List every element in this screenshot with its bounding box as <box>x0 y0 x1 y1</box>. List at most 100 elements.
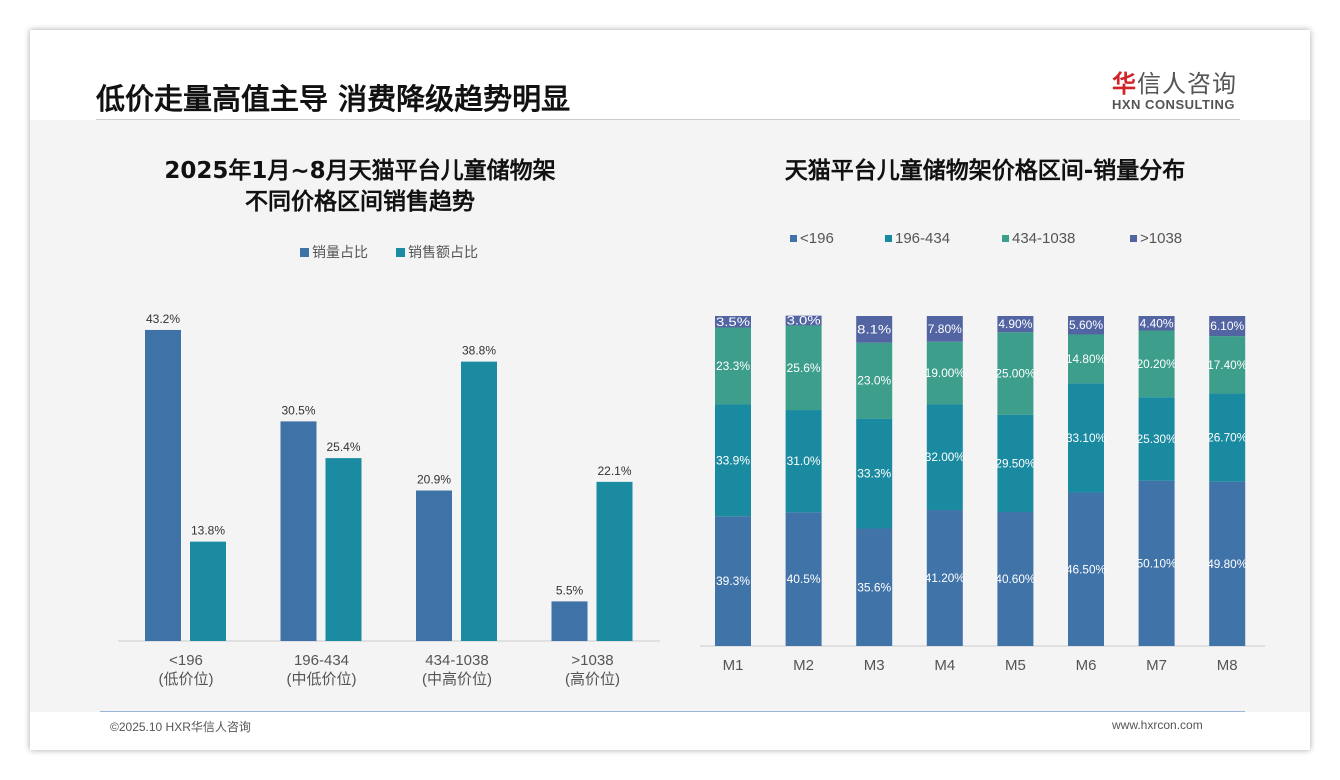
x-tick-label: M2 <box>793 657 814 674</box>
x-tick-label: M4 <box>934 657 955 674</box>
stacked-bar-segment <box>997 512 1034 646</box>
legend-swatch <box>790 235 797 242</box>
stacked-bar-segment <box>1068 492 1104 646</box>
stacked-bar-segment <box>1138 480 1175 646</box>
data-label: 26.70% <box>1207 431 1247 445</box>
bar <box>145 329 181 641</box>
data-label: 23.0% <box>857 374 891 388</box>
data-label: 5.60% <box>1069 318 1103 332</box>
stacked-bar-segment <box>926 510 963 646</box>
website: www.hxrcon.com <box>1112 718 1203 732</box>
x-tick-label: M7 <box>1146 657 1167 674</box>
data-label: 43.2% <box>146 312 180 326</box>
legend-swatch <box>1130 235 1137 242</box>
stacked-bar-segment <box>997 332 1034 415</box>
data-label: 40.5% <box>787 572 821 586</box>
data-label: 3.5% <box>716 315 750 329</box>
legend-label: 销量占比 <box>312 244 368 260</box>
bar <box>596 481 633 641</box>
stacked-bar-segment <box>715 516 751 646</box>
data-label: 39.3% <box>716 574 750 588</box>
legend-swatch <box>300 248 309 257</box>
stacked-bar-segment <box>926 404 963 511</box>
stacked-bar-segment <box>1209 336 1246 394</box>
stacked-bar-segment <box>856 316 893 343</box>
stacked-bar-segment <box>785 315 822 326</box>
data-label: 40.60% <box>995 572 1035 586</box>
x-tick-label: 196-434 <box>294 652 349 669</box>
data-label: 3.0% <box>787 314 821 328</box>
x-tick-label: M8 <box>1217 657 1238 674</box>
data-label: 38.8% <box>462 344 496 358</box>
right-chart-title: 天猫平台儿童储物架价格区间-销量分布 <box>784 158 1186 184</box>
legend-swatch <box>1002 235 1009 242</box>
x-tick-label: M6 <box>1076 657 1097 674</box>
bar <box>280 421 317 641</box>
x-tick-sublabel: (中低价位) <box>287 671 357 688</box>
copyright: ©2025.10 HXR华信人咨询 <box>110 720 251 734</box>
data-label: 7.80% <box>928 322 962 336</box>
stacked-bar-segment <box>856 528 893 646</box>
stacked-bar-segment <box>1138 316 1175 331</box>
data-label: 33.10% <box>1066 431 1106 445</box>
legend-label: 434-1038 <box>1012 230 1075 247</box>
stacked-bar-segment <box>1138 397 1175 481</box>
x-tick-label: >1038 <box>571 652 613 669</box>
data-label: 25.6% <box>787 361 821 375</box>
data-label: 25.00% <box>995 366 1035 380</box>
data-label: 8.1% <box>857 322 891 336</box>
stacked-bar-segment <box>715 327 751 405</box>
bar <box>416 490 452 641</box>
legend-swatch <box>396 248 405 257</box>
legend-label: <196 <box>800 230 834 247</box>
data-label: 25.30% <box>1137 432 1177 446</box>
x-tick-sublabel: (低价位) <box>159 671 214 688</box>
charts-svg: 销量占比 43.2% 30.5% 20.9% 5.5% 销售额占比 13.8% 25.4% 38… <box>118 230 1265 688</box>
data-label: 22.1% <box>597 464 631 478</box>
data-label: 4.90% <box>998 317 1032 331</box>
data-label: 31.0% <box>787 454 821 468</box>
stacked-bar-segment <box>785 512 822 646</box>
stacked-bar-segment <box>856 342 893 419</box>
data-label: 33.3% <box>857 467 891 481</box>
stacked-bar-segment <box>926 341 963 405</box>
stacked-bar-segment <box>1068 316 1104 335</box>
data-label: 14.80% <box>1066 352 1106 366</box>
data-label: 20.9% <box>417 473 451 487</box>
data-label: 35.6% <box>857 580 891 594</box>
x-tick-label: <196 <box>169 652 203 669</box>
stacked-bar-segment <box>1138 330 1175 398</box>
stacked-bar-segment <box>1209 481 1246 646</box>
data-label: 6.10% <box>1210 319 1244 333</box>
stacked-bar-segment <box>785 410 822 513</box>
stacked-bar-segment <box>856 418 893 529</box>
footer-divider <box>100 711 1245 712</box>
data-label: 33.9% <box>716 453 750 467</box>
legend-label: >1038 <box>1140 230 1182 247</box>
bar <box>190 541 226 641</box>
stacked-bar-segment <box>785 325 822 411</box>
x-tick-label: 434-1038 <box>425 652 488 669</box>
logo: 华信人咨询 HXN CONSULTING <box>1112 70 1237 112</box>
stacked-bar-segment <box>997 316 1034 333</box>
x-tick-label: M5 <box>1005 657 1026 674</box>
data-label: 46.50% <box>1066 562 1106 576</box>
stacked-bar-segment <box>715 404 751 517</box>
stacked-bar-segment <box>926 316 963 342</box>
bar <box>551 601 588 641</box>
stacked-bar-segment <box>715 316 751 328</box>
x-tick-sublabel: (中高价位) <box>422 671 492 688</box>
left-chart-title: 2025年1月~8月天猫平台儿童储物架 不同价格区间销售趋势 <box>164 158 556 215</box>
legend-swatch <box>885 235 892 242</box>
stacked-bar-segment <box>1068 334 1104 384</box>
data-label: 50.10% <box>1137 556 1177 570</box>
data-label: 13.8% <box>191 524 225 538</box>
legend-label: 销售额占比 <box>408 244 478 260</box>
x-tick-label: M3 <box>864 657 885 674</box>
data-label: 17.40% <box>1207 358 1247 372</box>
data-label: 20.20% <box>1137 357 1177 371</box>
data-label: 25.4% <box>326 440 360 454</box>
x-tick-sublabel: (高价位) <box>565 671 620 688</box>
slide: 低价走量高值主导 消费降级趋势明显 华信人咨询 HXN CONSULTING 2… <box>30 30 1310 750</box>
stacked-bar-segment <box>1209 316 1246 337</box>
